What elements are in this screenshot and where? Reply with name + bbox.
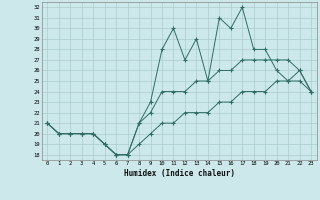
- X-axis label: Humidex (Indice chaleur): Humidex (Indice chaleur): [124, 169, 235, 178]
